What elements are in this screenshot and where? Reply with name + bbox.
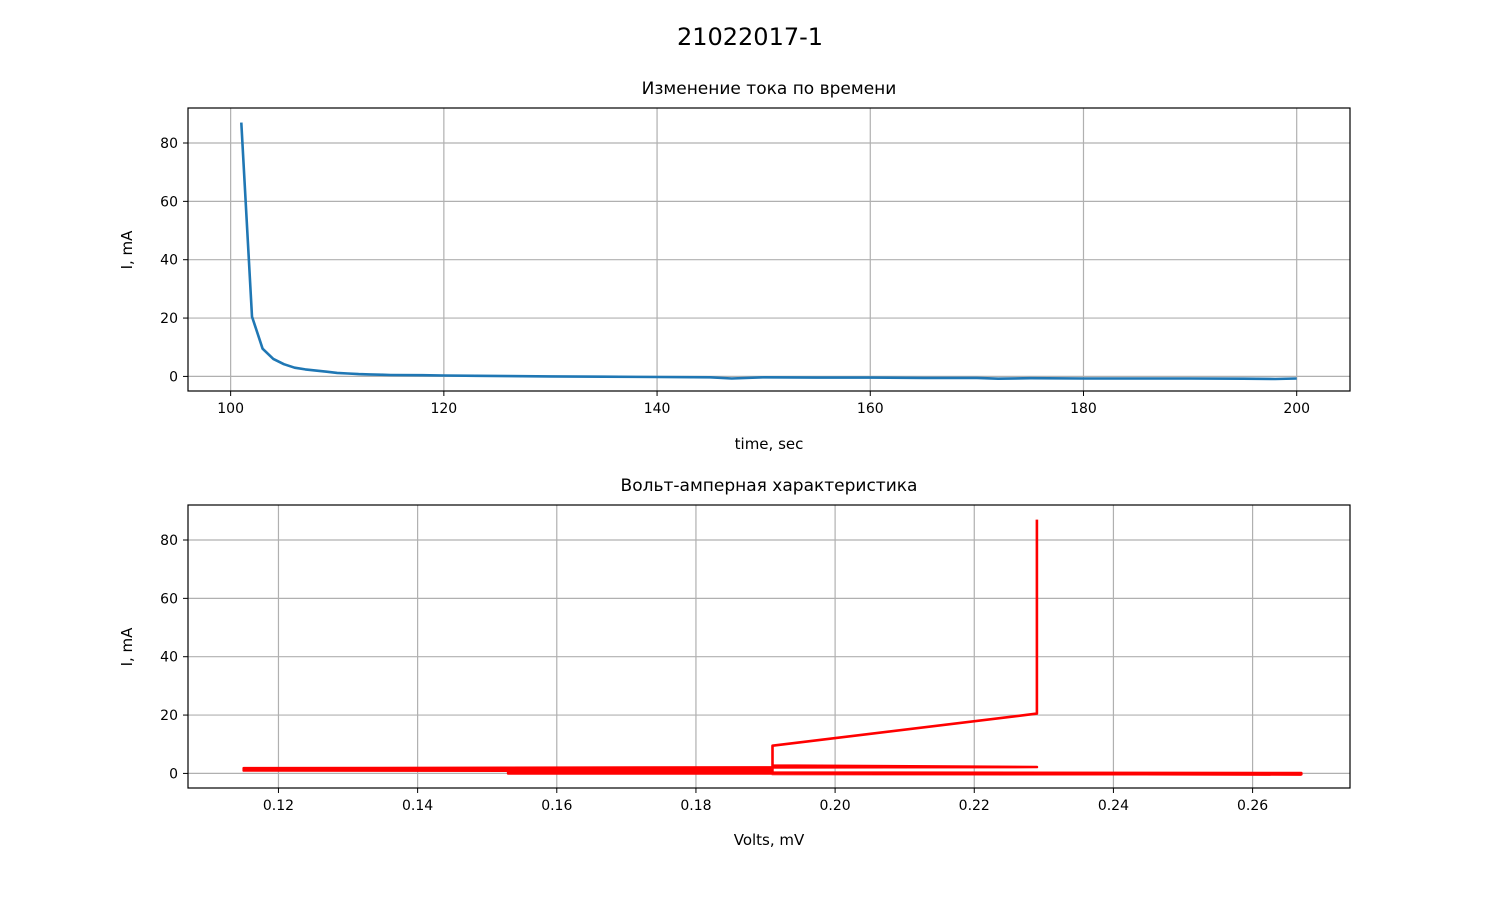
current-vs-time-x-tick-label: 180 [1070,401,1097,417]
iv-characteristic-panel: Вольт-амперная характеристика 0.12 0.14 0.… [118,476,1351,849]
iv-characteristic-x-tick-label: 0.20 [820,798,851,814]
iv-characteristic-grid [188,505,1350,788]
current-vs-time-x-tick-label: 200 [1283,401,1310,417]
current-vs-time-ticks: 100 120 140 160 180 200 0 20 40 60 80 [160,136,1310,417]
iv-characteristic-y-tick-label: 40 [160,650,178,666]
current-vs-time-x-tick-label: 100 [217,401,244,417]
current-vs-time-y-tick-label: 60 [160,194,178,210]
iv-characteristic-x-tick-label: 0.16 [541,798,572,814]
iv-characteristic-x-tick-label: 0.14 [402,798,433,814]
current-vs-time-y-tick-label: 80 [160,136,178,152]
current-vs-time-panel: Изменение тока по времени 100 120 140 160 18… [118,79,1351,453]
iv-characteristic-y-tick-label: 20 [160,708,178,724]
current-vs-time-y-tick-label: 40 [160,253,178,269]
current-vs-time-title: Изменение тока по времени [642,79,897,99]
iv-characteristic-x-tick-label: 0.12 [263,798,294,814]
iv-characteristic-x-tick-label: 0.24 [1098,798,1129,814]
current-vs-time-grid [188,108,1350,391]
iv-characteristic-x-label: Volts, mV [734,831,805,849]
iv-characteristic-y-tick-label: 60 [160,591,178,607]
current-vs-time-x-tick-label: 120 [430,401,457,417]
current-vs-time-series [240,122,1297,381]
current-vs-time-y-label: I, mA [118,230,136,270]
iv-characteristic-plot-frame [187,504,1351,789]
current-vs-time-y-tick-label: 0 [169,369,178,385]
iv-characteristic-series [242,519,1303,776]
current-vs-time-x-tick-label: 160 [857,401,884,417]
iv-characteristic-y-tick-label: 0 [169,766,178,782]
iv-characteristic-y-label: I, mA [118,627,136,667]
iv-characteristic-x-tick-label: 0.26 [1237,798,1268,814]
current-vs-time-series-line [240,122,1297,381]
iv-characteristic-title: Вольт-амперная характеристика [621,476,918,496]
current-vs-time-x-label: time, sec [735,435,804,453]
iv-characteristic-ticks: 0.12 0.14 0.16 0.18 0.20 0.22 0.24 0.26 0 20 40 60 8… [160,533,1268,814]
current-vs-time-x-tick-label: 140 [644,401,671,417]
current-vs-time-y-tick-label: 20 [160,311,178,327]
iv-characteristic-y-tick-label: 80 [160,533,178,549]
iv-characteristic-series-line [242,519,1303,776]
current-vs-time-plot-frame [187,107,1351,392]
figure-title: 21022017-1 [677,23,823,51]
iv-characteristic-x-tick-label: 0.22 [959,798,990,814]
iv-characteristic-x-tick-label: 0.18 [680,798,711,814]
